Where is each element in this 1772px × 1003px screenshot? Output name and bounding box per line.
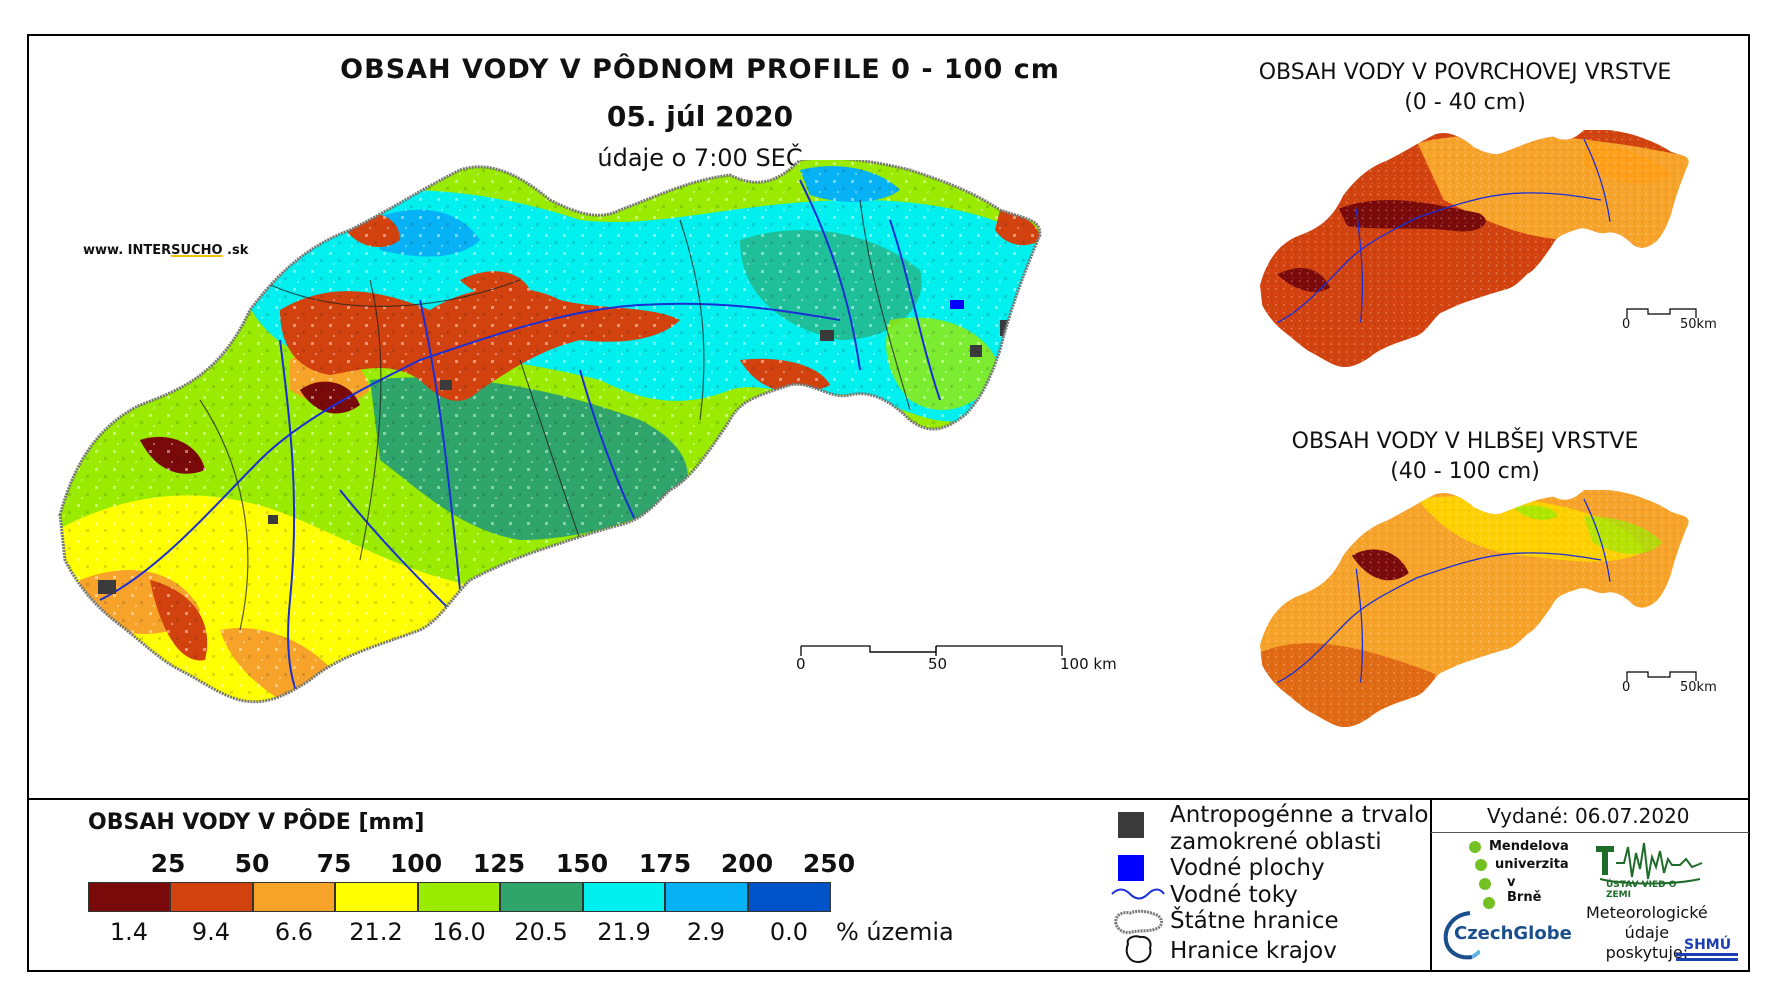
legend-percent: 21.2 xyxy=(349,918,403,946)
legend-swatch xyxy=(253,882,335,912)
legend-limit: 250 xyxy=(802,849,856,878)
legend-percent: 0.0 xyxy=(769,918,809,946)
legend-percent-label: % územia xyxy=(836,918,954,946)
legend-limit: 50 xyxy=(234,849,270,878)
main-scale-bar xyxy=(800,645,1063,656)
inset-bottom-scale-bar xyxy=(1626,671,1697,681)
blue-wave-line-icon xyxy=(1111,888,1165,900)
legend-limit: 25 xyxy=(150,849,186,878)
issued-date: Vydané: 06.07.2020 xyxy=(1487,804,1690,828)
legend-swatch xyxy=(665,882,748,912)
legend-percent: 2.9 xyxy=(686,918,726,946)
legend-swatch xyxy=(88,882,170,912)
data-time-note: údaje o 7:00 SEČ xyxy=(597,144,803,172)
legend-percent: 16.0 xyxy=(432,918,486,946)
legend-swatch xyxy=(748,882,831,912)
main-soil-water-map xyxy=(58,160,1042,704)
inset-deep-layer-map xyxy=(1260,490,1689,728)
inset-bottom-scale-0: 0 xyxy=(1622,680,1631,695)
symbol-label-region-border: Hranice krajov xyxy=(1170,938,1337,964)
legend-swatch xyxy=(335,882,418,912)
symbol-label-rivers: Vodné toky xyxy=(1170,882,1298,908)
inset-bottom-scale-50: 50km xyxy=(1680,680,1717,695)
legend-percent: 21.9 xyxy=(597,918,651,946)
legend-percent: 9.4 xyxy=(191,918,231,946)
legend-limit: 100 xyxy=(389,849,443,878)
main-scale-label-100: 100 km xyxy=(1060,655,1117,673)
legend-limit: 200 xyxy=(720,849,774,878)
legend-limit: 125 xyxy=(472,849,526,878)
legend-limit: 175 xyxy=(638,849,692,878)
blue-square-icon xyxy=(1118,855,1144,881)
legend-limit: 75 xyxy=(316,849,352,878)
legend-swatch xyxy=(418,882,500,912)
legend-limit: 150 xyxy=(555,849,609,878)
dark-square-icon xyxy=(1118,812,1144,838)
legend-swatch xyxy=(500,882,583,912)
inset-top-title: OBSAH VODY V POVRCHOVEJ VRSTVE (0 - 40 c… xyxy=(1258,60,1672,115)
inset-top-scale-50: 50km xyxy=(1680,317,1717,332)
legend-percent: 6.6 xyxy=(274,918,314,946)
legend-separator xyxy=(27,798,1750,800)
symbol-label-state-border: Štátne hranice xyxy=(1170,908,1339,934)
legend-swatch xyxy=(170,882,253,912)
website-link[interactable]: www. INTERSUCHO .sk xyxy=(83,243,249,258)
mendel-dots-icon xyxy=(1469,841,1495,909)
legend-swatch xyxy=(583,882,665,912)
czechglobe-arc-icon xyxy=(1443,911,1480,960)
legend-title: OBSAH VODY V PÔDE [mm] xyxy=(88,810,425,835)
map-date: 05. júl 2020 xyxy=(606,100,794,133)
inset-top-scale-0: 0 xyxy=(1622,317,1631,332)
legend-percent: 1.4 xyxy=(109,918,149,946)
legend-divider xyxy=(1430,798,1432,972)
meteo-credit: Meteorologické údaje poskytuje: xyxy=(1586,903,1708,962)
state-border-icon xyxy=(1114,909,1163,934)
inset-top-scale-bar xyxy=(1626,308,1697,318)
issued-underline xyxy=(1431,832,1749,833)
main-scale-label-50: 50 xyxy=(928,655,948,673)
region-border-icon xyxy=(1125,935,1152,964)
inset-surface-layer-map xyxy=(1260,130,1689,368)
czechglobe-logo: CzechGlobe xyxy=(1440,905,1572,961)
legend-percent: 20.5 xyxy=(514,918,568,946)
symbol-label-urban: Antropogénne a trvalo zamokrené oblasti xyxy=(1170,802,1429,855)
shmu-wave-icon xyxy=(1676,953,1738,961)
inset-bottom-title: OBSAH VODY V HLBŠEJ VRSTVE (40 - 100 cm) xyxy=(1291,429,1639,484)
uvz-logo: ÚSTAV VIED O ZEMI xyxy=(1594,839,1704,901)
shmu-logo: SHMÚ xyxy=(1676,937,1738,961)
seismograph-icon xyxy=(1596,842,1703,885)
symbol-label-water-bodies: Vodné plochy xyxy=(1170,855,1325,881)
main-scale-label-0: 0 xyxy=(796,655,806,673)
main-title: OBSAH VODY V PÔDNOM PROFILE 0 - 100 cm xyxy=(340,54,1060,85)
